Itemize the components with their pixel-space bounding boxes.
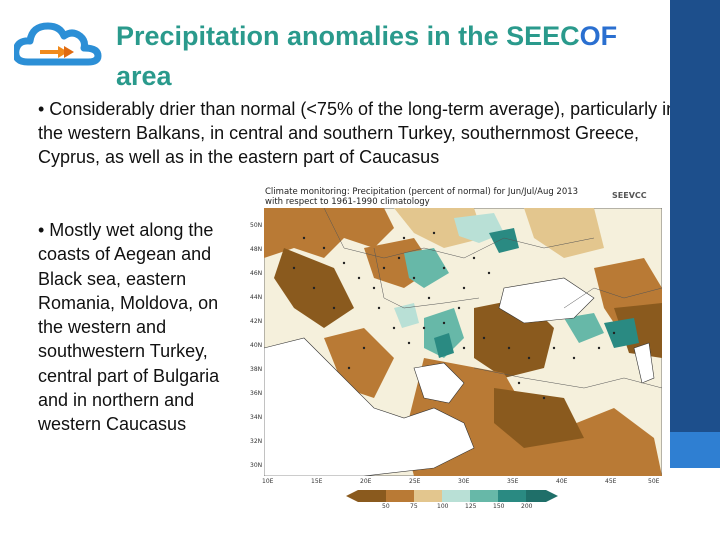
lon-label: 40E [556, 478, 568, 485]
lat-label: 32N [250, 438, 263, 445]
colorbar-label: 200 [521, 503, 533, 510]
lon-label: 30E [458, 478, 470, 485]
lat-label: 36N [250, 390, 263, 397]
lat-label: 34N [250, 414, 263, 421]
precipitation-map [264, 208, 662, 476]
colorbar-label: 50 [382, 503, 390, 510]
lat-label: 48N [250, 246, 263, 253]
lat-label: 30N [250, 462, 263, 469]
page-title: Precipitation anomalies in the SEECOF ar… [116, 21, 618, 91]
lon-label: 50E [648, 478, 660, 485]
lon-label: 45E [605, 478, 617, 485]
bullet-dry-summary: • Considerably drier than normal (<75% o… [38, 99, 677, 167]
lon-label: 10E [262, 478, 274, 485]
lat-label: 50N [250, 222, 263, 229]
colorbar-label: 75 [410, 503, 418, 510]
colorbar [346, 490, 558, 502]
lon-label: 35E [507, 478, 519, 485]
lat-label: 46N [250, 270, 263, 277]
colorbar-label: 125 [465, 503, 477, 510]
bullet-wet-summary: • Mostly wet along the coasts of Aegean … [38, 220, 220, 435]
right-accent-bar [670, 0, 720, 432]
right-accent-gap [670, 468, 720, 540]
map-title: Climate monitoring: Precipitation (perce… [265, 187, 579, 207]
lon-label: 20E [360, 478, 372, 485]
lat-label: 42N [250, 318, 263, 325]
lon-label: 25E [409, 478, 421, 485]
lon-label: 15E [311, 478, 323, 485]
colorbar-label: 100 [437, 503, 449, 510]
lat-label: 38N [250, 366, 263, 373]
lat-label: 44N [250, 294, 263, 301]
colorbar-label: 150 [493, 503, 505, 510]
lat-label: 40N [250, 342, 263, 349]
cloud-logo-icon [12, 14, 106, 74]
map-logo: SEEVCC [612, 191, 647, 200]
